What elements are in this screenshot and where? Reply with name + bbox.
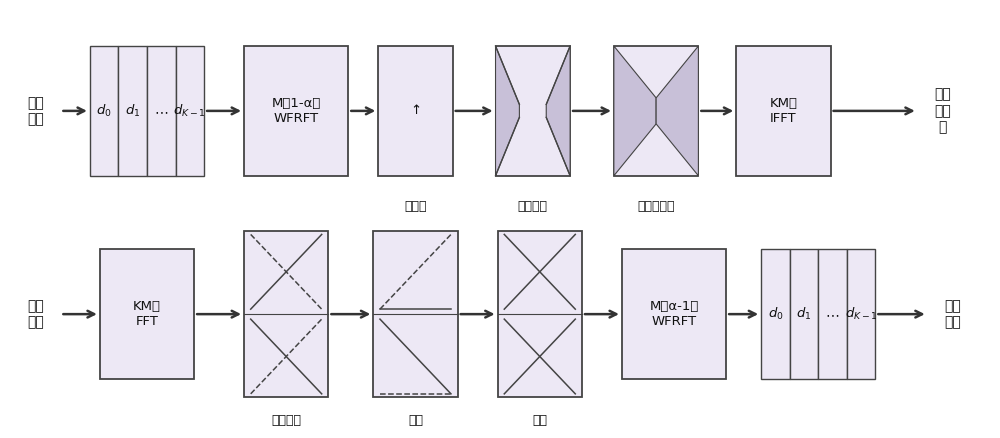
Text: ↑: ↑ — [410, 104, 421, 117]
Bar — [736, 46, 831, 176]
Bar — [176, 46, 204, 176]
Text: KM点
FFT: KM点 FFT — [133, 300, 161, 328]
Bar — [118, 46, 147, 176]
Text: $d_{0}$: $d_{0}$ — [768, 306, 783, 322]
Text: 待传
输数
据: 待传 输数 据 — [934, 88, 951, 134]
Bar — [90, 46, 118, 176]
Text: 上采样: 上采样 — [404, 200, 427, 212]
Text: 子载波叠加: 子载波叠加 — [637, 200, 675, 212]
Text: M点α-1阶
WFRFT: M点α-1阶 WFRFT — [649, 300, 699, 328]
Polygon shape — [546, 46, 570, 176]
Polygon shape — [496, 46, 519, 176]
Bar — [147, 46, 176, 176]
Text: $d_{1}$: $d_{1}$ — [125, 103, 140, 119]
Text: M点1-α阶
WFRFT: M点1-α阶 WFRFT — [271, 97, 321, 125]
Text: 传输
数据: 传输 数据 — [27, 299, 44, 329]
Bar — [847, 249, 875, 379]
Polygon shape — [656, 46, 698, 176]
Text: $d_{K-1}$: $d_{K-1}$ — [173, 103, 206, 119]
Polygon shape — [614, 46, 656, 176]
Text: 接收
数据: 接收 数据 — [944, 299, 961, 329]
Text: $d_{1}$: $d_{1}$ — [796, 306, 812, 322]
Text: $d_{0}$: $d_{0}$ — [96, 103, 112, 119]
Text: KM点
IFFT: KM点 IFFT — [769, 97, 797, 125]
Bar — [378, 46, 453, 176]
Text: 脉冲成型: 脉冲成型 — [271, 414, 301, 427]
Bar — [496, 46, 570, 176]
Bar — [244, 46, 348, 176]
Text: $d_{K-1}$: $d_{K-1}$ — [845, 306, 878, 322]
Bar — [818, 249, 847, 379]
Text: $\cdots$: $\cdots$ — [154, 104, 168, 118]
Bar — [614, 46, 698, 176]
Text: 输入
数据: 输入 数据 — [27, 96, 44, 126]
Text: 抜取: 抜取 — [532, 414, 547, 427]
Bar — [790, 249, 818, 379]
Bar — [373, 231, 458, 397]
Text: 滤波: 滤波 — [408, 414, 423, 427]
Bar — [244, 231, 328, 397]
Bar — [100, 249, 194, 379]
Bar — [622, 249, 726, 379]
Text: $\cdots$: $\cdots$ — [825, 307, 840, 321]
Text: 脉冲成型: 脉冲成型 — [518, 200, 548, 212]
Bar — [498, 231, 582, 397]
Bar — [761, 249, 790, 379]
